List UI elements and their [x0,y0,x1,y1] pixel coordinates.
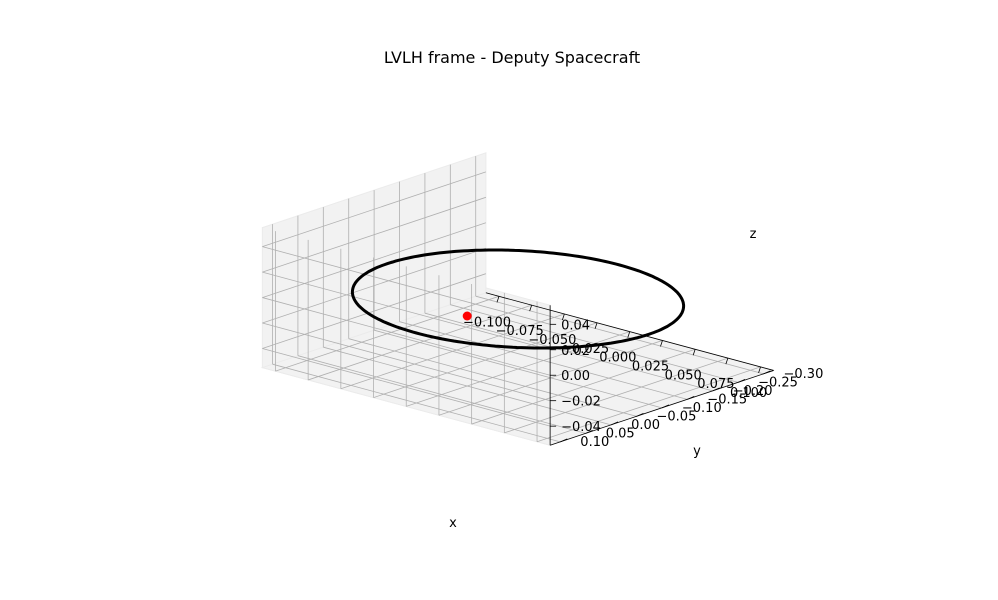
grid-line-y-floor [374,329,662,409]
x-tick-label: 0.050 [665,368,702,383]
y-tick [560,438,568,443]
y-tick-label: −0.20 [733,384,773,399]
plot-data [350,248,686,350]
y-tick [585,429,593,434]
x-tick-label: −0.075 [496,324,544,339]
grid-line-z-back [262,322,551,402]
y-tick-label: −0.10 [682,401,722,416]
x-tick [627,331,631,338]
grid-line-y-floor [424,312,713,392]
z-tick-label: −0.04 [561,420,601,435]
z-axis-label: z [750,227,757,242]
y-tick-label: 0.00 [631,418,660,433]
grid-line-z-side [262,273,487,349]
x-tick [692,349,696,356]
x-tick-label: 0.075 [697,377,734,392]
y-tick-label: 0.05 [606,426,635,441]
tick-marks [496,296,771,443]
x-tick [561,313,565,321]
chief-point [462,311,472,321]
y-tick [712,387,720,392]
y-tick-label: −0.25 [758,375,798,390]
grid-line-z-back [262,246,551,325]
grid-lines [262,156,764,443]
grid-line-z-side [262,196,487,273]
y-tick [763,370,771,375]
grid-line-z-back [262,271,551,351]
x-axis-label: x [449,516,457,531]
x-tick-label: 0.025 [632,359,669,374]
y-tick [636,412,644,417]
y-tick-label: −0.30 [784,367,824,382]
grid-line-y-floor [272,363,561,443]
chart-title: LVLH frame - Deputy Spacecraft [384,48,640,67]
y-axis-label: y [693,444,701,459]
grid-line-y-floor [297,355,586,434]
z-tick-label: 0.04 [561,318,590,333]
x-tick-label: 0.100 [730,386,767,401]
y-tick [737,378,746,383]
y-tick [610,421,619,426]
grid-line-z-side [262,222,487,298]
y-tick [661,404,670,409]
x-tick-label: −0.100 [463,315,511,330]
z-tick-label: −0.02 [561,395,601,410]
grid-line-z-back [262,297,551,376]
grid-line-y-floor [475,295,764,375]
x-tick-label: −0.050 [528,333,576,348]
grid-line-z-back [262,348,551,427]
grid-line-y-floor [348,338,637,417]
y-tick [687,395,695,400]
trajectory-line [350,248,686,350]
grid-line-y-floor [323,346,612,426]
x-tick [496,296,500,303]
grid-line-y-floor [450,304,739,383]
y-tick-label: 0.10 [580,435,609,450]
y-tick-label: −0.15 [707,392,747,407]
grid-line-z-side [262,171,487,248]
x-tick [660,340,663,347]
y-tick-label: −0.05 [657,409,697,424]
x-tick [725,357,729,365]
x-tick [594,322,598,329]
z-tick-label: 0.00 [561,369,590,384]
x-tick [529,305,533,312]
grid-line-y-floor [399,321,688,400]
x-tick [758,366,761,374]
x-tick-label: 0.000 [599,351,636,366]
grid-line-z-side [262,247,487,324]
tick-labels: −0.100−0.075−0.050−0.0250.0000.0250.0500… [463,315,823,450]
